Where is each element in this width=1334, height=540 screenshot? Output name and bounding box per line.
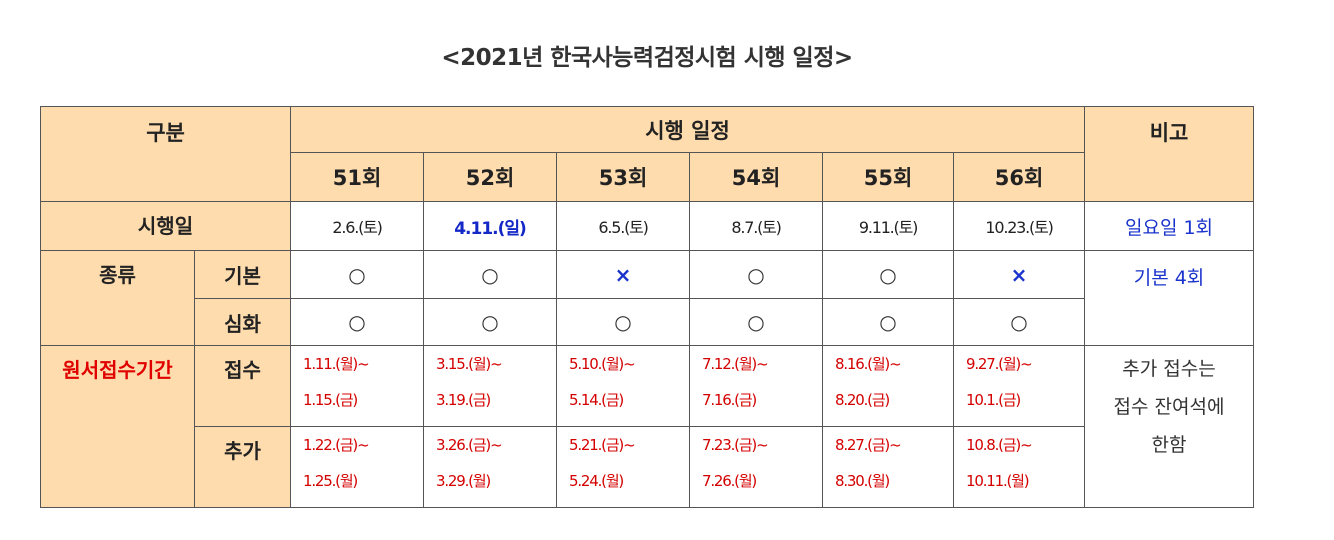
row-label-regular: 접수 bbox=[193, 345, 292, 427]
advanced-mark-53: ○ bbox=[556, 298, 691, 346]
additional-period-53: 5.21.(금)~ 5.24.(월) bbox=[556, 426, 691, 508]
note-application-line: 추가 접수는 bbox=[1122, 358, 1216, 380]
regular-period-56: 9.27.(월)~ 10.1.(금) bbox=[953, 345, 1086, 427]
additional-period-54: 7.23.(금)~ 7.26.(월) bbox=[689, 426, 824, 508]
regular-period-start: 7.12.(월)~ bbox=[702, 355, 769, 373]
exam-schedule-table: 구분 시행 일정 비고 51회 52회 53회 54회 55회 56회 시행일 … bbox=[39, 106, 1255, 508]
advanced-mark-52: ○ bbox=[423, 298, 558, 346]
regular-period-start: 8.16.(월)~ bbox=[835, 355, 902, 373]
regular-period-end: 8.20.(금) bbox=[835, 391, 890, 409]
additional-period-end: 1.25.(월) bbox=[303, 472, 358, 490]
basic-mark-53: × bbox=[556, 250, 691, 299]
additional-period-end: 5.24.(월) bbox=[569, 472, 624, 490]
regular-period-end: 10.1.(금) bbox=[966, 391, 1021, 409]
additional-period-end: 8.30.(월) bbox=[835, 472, 890, 490]
additional-period-56: 10.8.(금)~ 10.11.(월) bbox=[953, 426, 1086, 508]
additional-period-end: 10.11.(월) bbox=[966, 472, 1030, 490]
regular-period-start: 1.11.(월)~ bbox=[303, 355, 370, 373]
advanced-mark-56: ○ bbox=[953, 298, 1086, 346]
header-session-54: 54회 bbox=[689, 152, 824, 202]
additional-period-start: 3.26.(금)~ bbox=[436, 436, 503, 454]
page-title: <2021년 한국사능력검정시험 시행 일정> bbox=[441, 45, 853, 71]
exam-date-51: 2.6.(토) bbox=[290, 201, 425, 251]
additional-period-start: 8.27.(금)~ bbox=[835, 436, 902, 454]
row-label-basic: 기본 bbox=[193, 250, 292, 299]
regular-period-55: 8.16.(월)~ 8.20.(금) bbox=[822, 345, 955, 427]
header-session-55: 55회 bbox=[822, 152, 955, 202]
regular-period-end: 3.19.(금) bbox=[436, 391, 491, 409]
additional-period-start: 10.8.(금)~ bbox=[966, 436, 1033, 454]
row-label-advanced: 심화 bbox=[193, 298, 292, 346]
basic-mark-55: ○ bbox=[822, 250, 955, 299]
regular-period-end: 7.16.(금) bbox=[702, 391, 757, 409]
advanced-mark-54: ○ bbox=[689, 298, 824, 346]
regular-period-end: 5.14.(금) bbox=[569, 391, 624, 409]
regular-period-start: 5.10.(월)~ bbox=[569, 355, 636, 373]
regular-period-end: 1.15.(금) bbox=[303, 391, 358, 409]
basic-mark-52: ○ bbox=[423, 250, 558, 299]
additional-period-52: 3.26.(금)~ 3.29.(월) bbox=[423, 426, 558, 508]
header-session-52: 52회 bbox=[423, 152, 558, 202]
additional-period-55: 8.27.(금)~ 8.30.(월) bbox=[822, 426, 955, 508]
header-schedule: 시행 일정 bbox=[290, 106, 1086, 153]
additional-period-start: 1.22.(금)~ bbox=[303, 436, 370, 454]
exam-date-52: 4.11.(일) bbox=[423, 201, 558, 251]
basic-mark-51: ○ bbox=[290, 250, 425, 299]
regular-period-start: 9.27.(월)~ bbox=[966, 355, 1033, 373]
exam-date-53: 6.5.(토) bbox=[556, 201, 691, 251]
regular-period-53: 5.10.(월)~ 5.14.(금) bbox=[556, 345, 691, 427]
row-label-application: 원서접수기간 bbox=[40, 345, 195, 508]
row-label-additional: 추가 bbox=[193, 426, 292, 508]
header-session-53: 53회 bbox=[556, 152, 691, 202]
header-session-56: 56회 bbox=[953, 152, 1086, 202]
exam-date-54: 8.7.(토) bbox=[689, 201, 824, 251]
note-application-line: 한함 bbox=[1151, 434, 1187, 456]
basic-mark-54: ○ bbox=[689, 250, 824, 299]
regular-period-51: 1.11.(월)~ 1.15.(금) bbox=[290, 345, 425, 427]
note-application-line: 접수 잔여석에 bbox=[1113, 396, 1225, 418]
exam-date-56: 10.23.(토) bbox=[953, 201, 1086, 251]
regular-period-start: 3.15.(월)~ bbox=[436, 355, 503, 373]
advanced-mark-51: ○ bbox=[290, 298, 425, 346]
additional-period-end: 3.29.(월) bbox=[436, 472, 491, 490]
row-label-types: 종류 bbox=[40, 250, 195, 346]
note-types: 기본 4회 bbox=[1084, 250, 1255, 346]
additional-period-51: 1.22.(금)~ 1.25.(월) bbox=[290, 426, 425, 508]
advanced-mark-55: ○ bbox=[822, 298, 955, 346]
basic-mark-56: × bbox=[953, 250, 1086, 299]
regular-period-54: 7.12.(월)~ 7.16.(금) bbox=[689, 345, 824, 427]
note-application: 추가 접수는 접수 잔여석에 한함 bbox=[1084, 345, 1255, 508]
row-label-exam-day: 시행일 bbox=[39, 201, 292, 251]
regular-period-52: 3.15.(월)~ 3.19.(금) bbox=[423, 345, 558, 427]
additional-period-end: 7.26.(월) bbox=[702, 472, 757, 490]
header-category: 구분 bbox=[39, 106, 292, 202]
header-note: 비고 bbox=[1084, 106, 1255, 202]
additional-period-start: 7.23.(금)~ bbox=[702, 436, 769, 454]
header-session-51: 51회 bbox=[290, 152, 425, 202]
additional-period-start: 5.21.(금)~ bbox=[569, 436, 636, 454]
exam-date-55: 9.11.(토) bbox=[822, 201, 955, 251]
note-exam-day: 일요일 1회 bbox=[1084, 201, 1255, 251]
